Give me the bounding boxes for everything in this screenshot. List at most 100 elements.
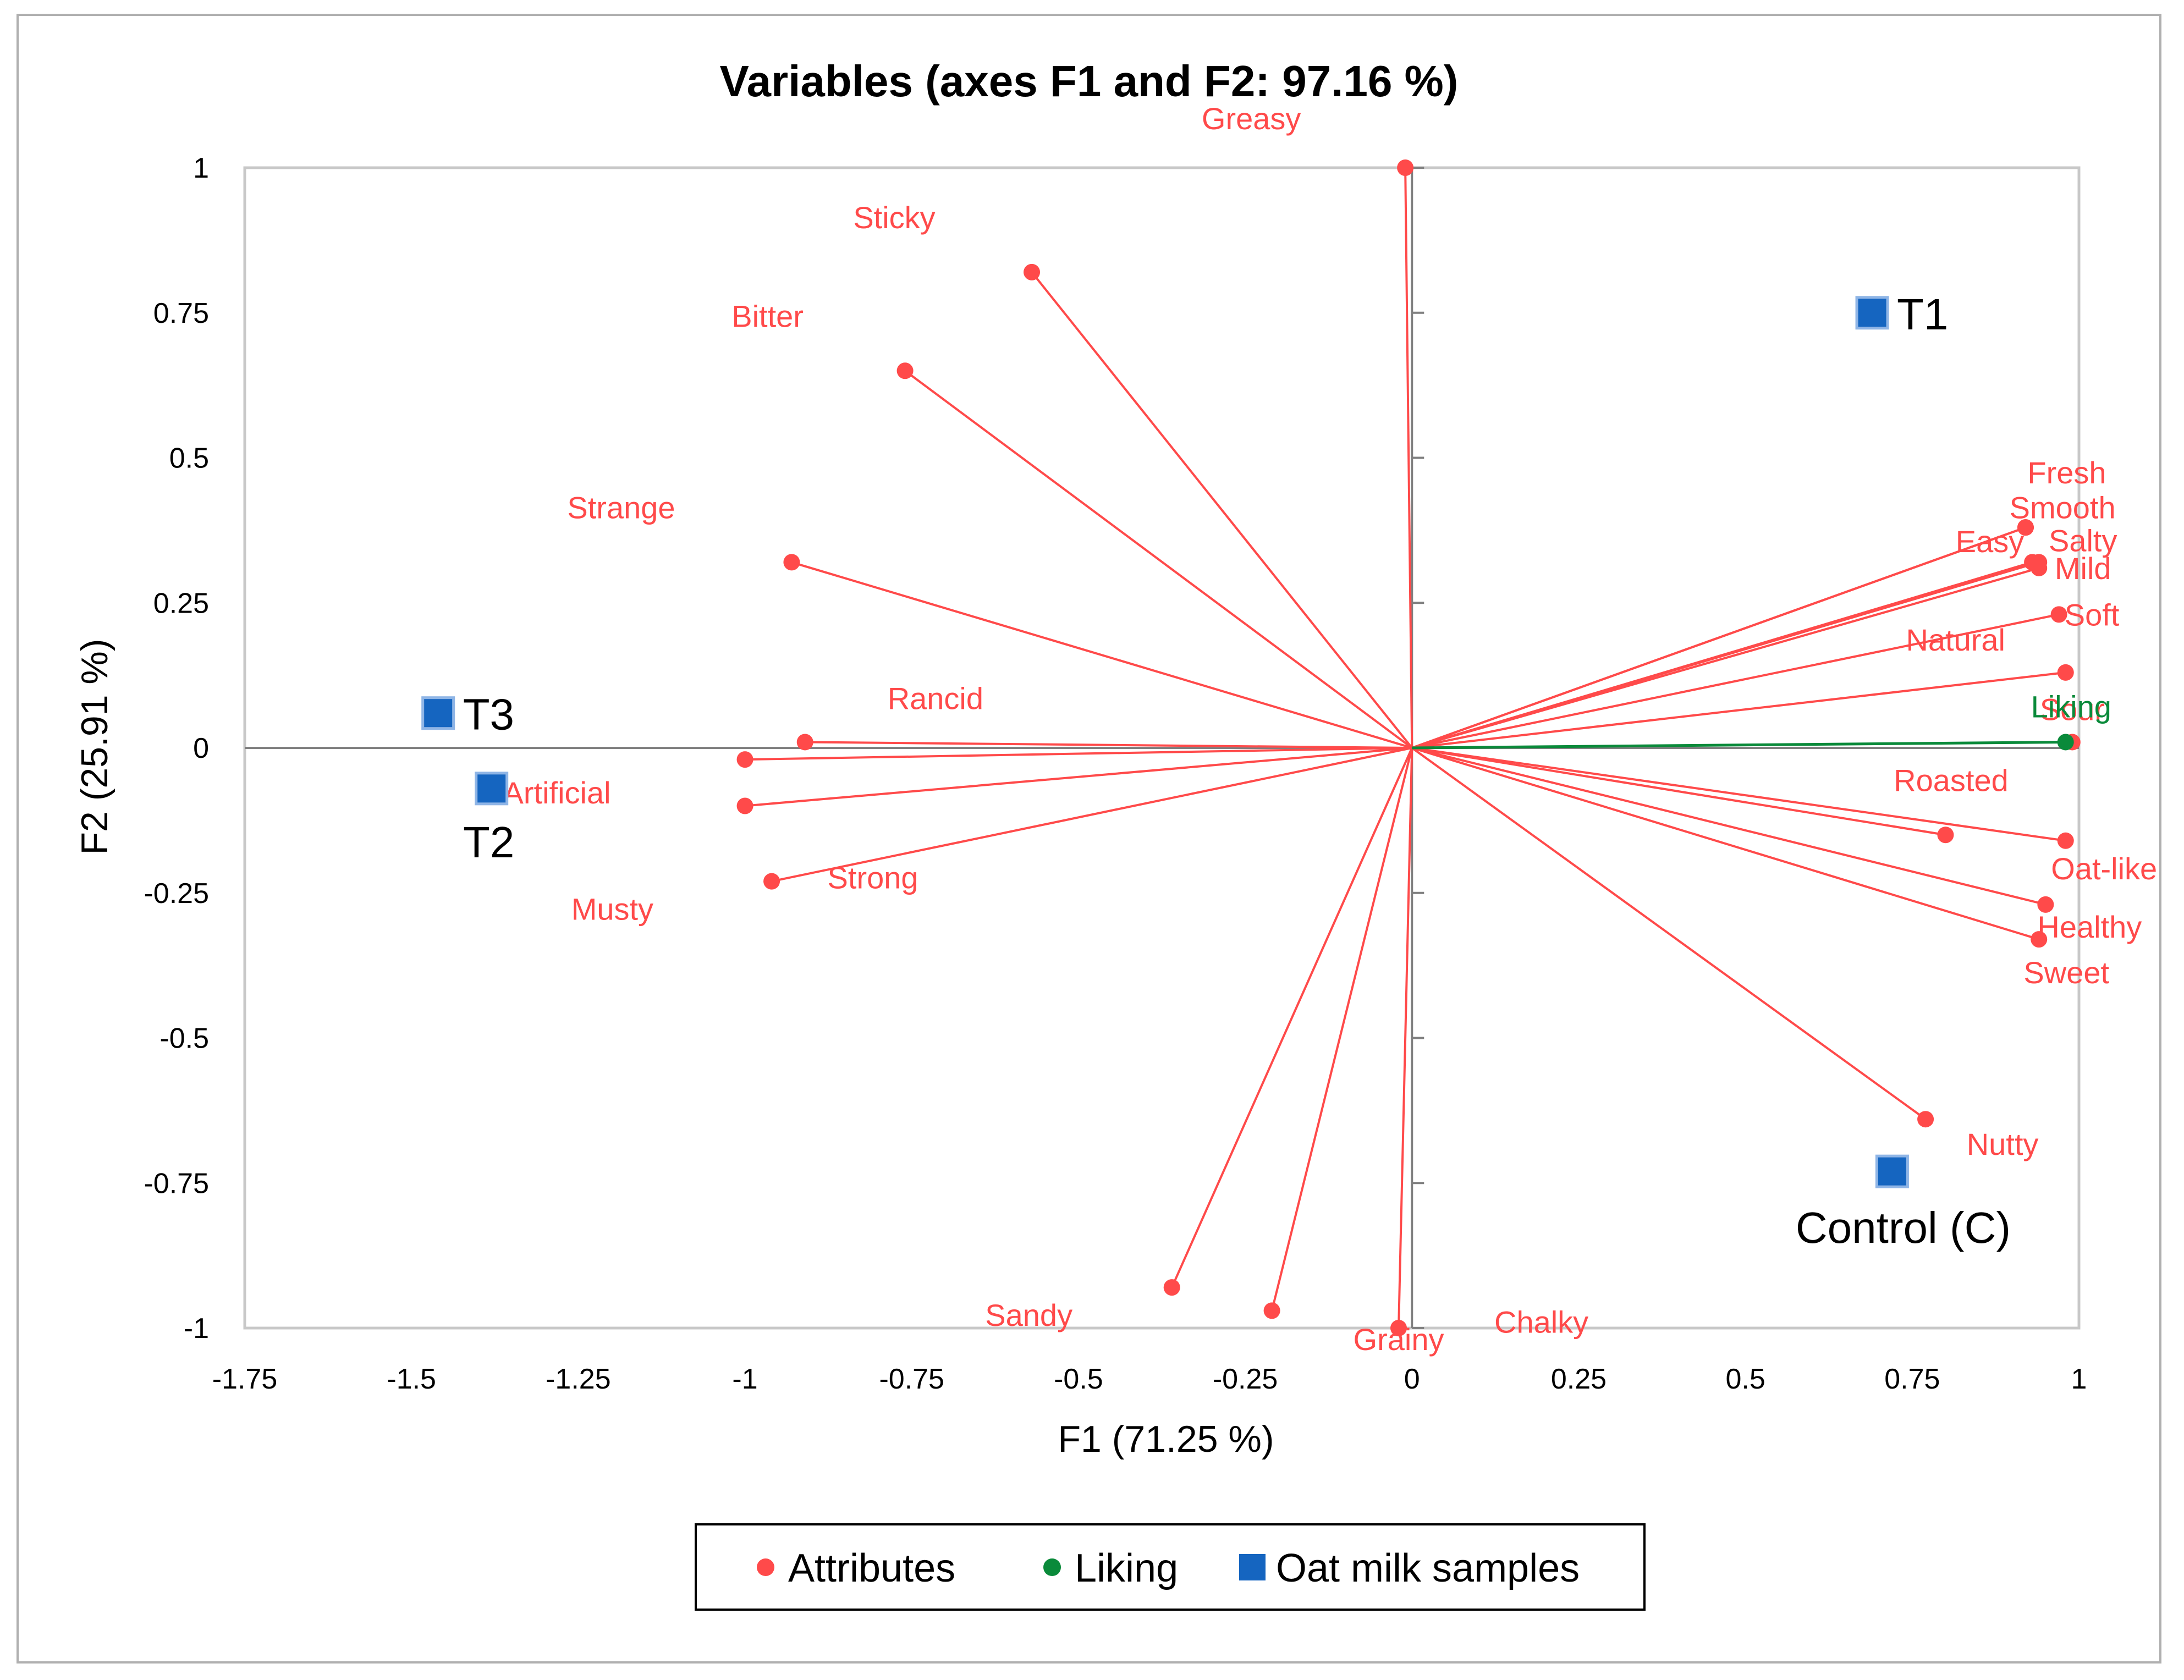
attribute-label: Musty xyxy=(571,892,653,927)
x-tick-label: -1 xyxy=(732,1363,757,1395)
attribute-label: Sandy xyxy=(985,1298,1072,1332)
y-tick-label: -1 xyxy=(184,1313,209,1345)
attribute-point xyxy=(1024,263,1041,280)
x-tick-label: 0 xyxy=(1404,1363,1420,1395)
legend-attributes-label: Attributes xyxy=(788,1546,955,1590)
attribute-vector xyxy=(1411,747,1946,836)
sample-label: Control (C) xyxy=(1796,1203,2011,1252)
attribute-vector xyxy=(1411,747,2046,906)
sample-marker xyxy=(475,772,509,806)
attribute-label: Sour xyxy=(2040,692,2105,726)
legend: Attributes Liking Oat milk samples xyxy=(695,1523,1646,1611)
attribute-label: Soft xyxy=(2065,597,2120,632)
attribute-point xyxy=(1937,827,1954,844)
attribute-vector xyxy=(1411,613,2060,749)
attribute-point xyxy=(736,797,753,814)
attribute-label: Healthy xyxy=(2037,910,2142,944)
attribute-vector xyxy=(1031,271,1413,749)
attribute-point xyxy=(2057,832,2074,849)
attribute-vector xyxy=(1411,747,2066,842)
attribute-vector xyxy=(904,370,1413,749)
attribute-label: Artificial xyxy=(503,775,611,810)
attribute-vector xyxy=(805,741,1412,749)
attribute-label: Smooth xyxy=(2010,490,2116,525)
sample-marker xyxy=(1875,1154,1909,1188)
y-tick-label: -0.5 xyxy=(159,1023,209,1055)
attribute-vector xyxy=(1411,561,2033,749)
attribute-vector xyxy=(745,747,1412,807)
attribute-label: Salty xyxy=(2049,523,2117,558)
attribute-label: Chalky xyxy=(1494,1304,1588,1339)
attribute-point xyxy=(783,554,800,571)
attribute-label: Greasy xyxy=(1202,101,1301,136)
attribute-vector xyxy=(771,747,1412,883)
x-tick-label: -0.25 xyxy=(1213,1363,1278,1395)
attribute-vector xyxy=(1404,167,1413,748)
legend-liking-marker xyxy=(1043,1558,1061,1576)
attribute-vector xyxy=(745,747,1412,761)
attribute-point xyxy=(736,751,753,768)
attribute-vector xyxy=(1412,671,2066,749)
attribute-point xyxy=(763,873,780,890)
liking-label: Liking xyxy=(2031,689,2111,724)
attribute-label: Rancid xyxy=(888,681,983,715)
attribute-point xyxy=(2037,896,2054,913)
attribute-vector xyxy=(1398,747,1413,1329)
y-tick-label: -0.25 xyxy=(144,878,209,910)
attribute-point xyxy=(1390,1320,1407,1336)
x-axis-title: F1 (71.25 %) xyxy=(1058,1418,1274,1460)
x-tick-label: -0.75 xyxy=(879,1363,944,1395)
attribute-vector xyxy=(1411,747,2039,941)
attribute-point xyxy=(1263,1302,1280,1319)
attribute-label: Strong xyxy=(828,861,918,895)
chart-title: Variables (axes F1 and F2: 97.16 %) xyxy=(720,57,1459,106)
attribute-point xyxy=(2017,519,2034,536)
attribute-label: Natural xyxy=(1906,623,2005,657)
sample-label: T2 xyxy=(463,818,514,867)
y-tick-label: 0.25 xyxy=(153,587,209,619)
legend-liking-label: Liking xyxy=(1075,1546,1178,1590)
liking-point xyxy=(2057,734,2074,751)
attribute-label: Sweet xyxy=(2023,955,2109,990)
attribute-label: Grainy xyxy=(1354,1322,1444,1357)
y-tick-label: 0.5 xyxy=(169,443,209,475)
attribute-point xyxy=(796,734,813,751)
plot-area: -1.75 -1.5 -1.25 -1 -0.75 -0.5 -0.25 0 0.25 0.5 0.… xyxy=(144,101,2157,1395)
attribute-point xyxy=(2024,554,2041,571)
legend-attributes-marker xyxy=(757,1558,774,1576)
sample-marker xyxy=(1855,296,1889,330)
attribute-point xyxy=(1397,159,1414,176)
legend-samples-marker xyxy=(1239,1554,1266,1580)
attribute-vector xyxy=(1170,747,1413,1288)
attribute-label: Sticky xyxy=(853,200,935,235)
chart-frame xyxy=(16,14,2161,1664)
attribute-label: Easy xyxy=(1956,524,2025,559)
attribute-label: Roasted xyxy=(1894,763,2009,797)
x-tick-label: -1.75 xyxy=(212,1363,278,1395)
attribute-label: Mild xyxy=(2055,551,2111,586)
attribute-vector xyxy=(1411,526,2026,749)
x-tick-label: 0.75 xyxy=(1884,1363,1940,1395)
attribute-point xyxy=(896,362,914,379)
attribute-point xyxy=(1163,1279,1180,1296)
sample-marker xyxy=(421,696,455,730)
attribute-label: Fresh xyxy=(2027,455,2106,490)
y-tick-label: 0 xyxy=(193,732,209,764)
attribute-label: Strange xyxy=(567,490,675,525)
y-axis-title: F2 (25.91 %) xyxy=(74,638,115,855)
attribute-vector xyxy=(791,561,1412,749)
y-tick-label: 1 xyxy=(193,152,209,184)
attribute-vector xyxy=(1411,747,1927,1120)
attribute-point xyxy=(2057,664,2074,681)
legend-box xyxy=(695,1523,1646,1611)
attribute-vector xyxy=(1270,747,1413,1311)
attribute-point xyxy=(2031,931,2048,948)
x-tick-label: -1.25 xyxy=(546,1363,611,1395)
x-tick-label: -0.5 xyxy=(1054,1363,1103,1395)
attribute-point xyxy=(1917,1111,1934,1128)
x-tick-label: -1.5 xyxy=(387,1363,436,1395)
legend-samples-label: Oat milk samples xyxy=(1276,1546,1580,1590)
attribute-label: Oat-like xyxy=(2051,851,2157,886)
attribute-label: Nutty xyxy=(1967,1127,2039,1161)
x-tick-label: 0.5 xyxy=(1725,1363,1765,1395)
